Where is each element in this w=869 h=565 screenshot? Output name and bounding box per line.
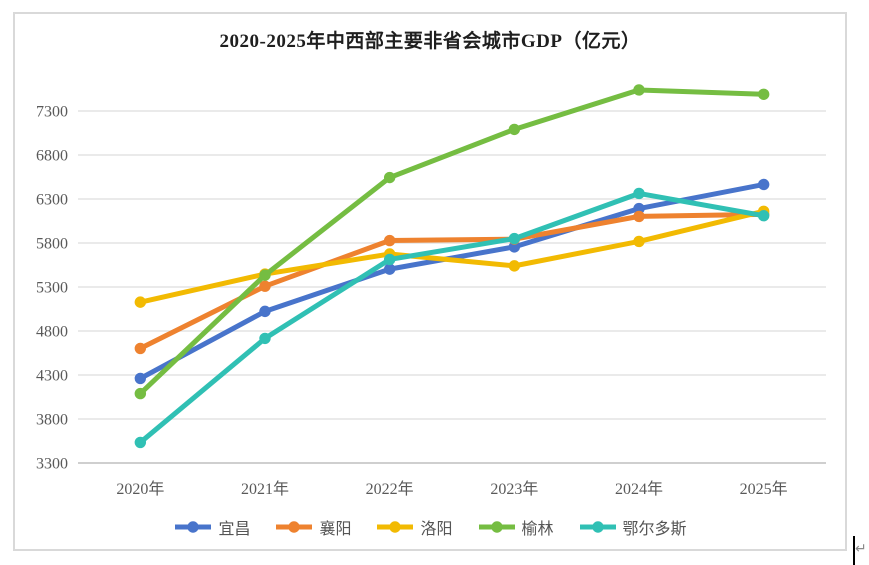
legend-item-xiangyang[interactable]: 襄阳 bbox=[274, 515, 351, 539]
series-marker-yulin[interactable] bbox=[633, 84, 645, 96]
legend-marker-eerduosi bbox=[579, 521, 616, 533]
series-marker-yichang[interactable] bbox=[383, 263, 396, 275]
y-axis-tick-label: 6800 bbox=[36, 148, 68, 165]
series-marker-yichang[interactable] bbox=[633, 202, 645, 215]
text-cursor bbox=[853, 536, 855, 565]
legend-item-luoyang[interactable]: 洛阳 bbox=[375, 515, 453, 539]
series-marker-xiangyang[interactable] bbox=[383, 234, 396, 247]
legend-label-yichang: 宜昌 bbox=[218, 521, 251, 538]
x-axis-category-label: 2023年 bbox=[490, 480, 538, 498]
series-marker-yulin[interactable] bbox=[383, 171, 396, 184]
x-axis-category-label: 2025年 bbox=[740, 480, 788, 498]
series-marker-yulin[interactable] bbox=[259, 269, 271, 281]
series-marker-eerduosi[interactable] bbox=[633, 187, 645, 200]
series-marker-yulin[interactable] bbox=[757, 88, 770, 100]
legend-marker-luoyang bbox=[377, 521, 414, 533]
series-marker-xiangyang[interactable] bbox=[259, 280, 271, 292]
legend-item-yichang[interactable]: 宜昌 bbox=[173, 515, 250, 539]
series-marker-yichang[interactable] bbox=[757, 178, 770, 191]
y-axis-tick-label: 7300 bbox=[36, 104, 68, 121]
series-marker-eerduosi[interactable] bbox=[134, 436, 147, 449]
series-marker-yichang[interactable] bbox=[134, 372, 147, 385]
series-marker-yulin[interactable] bbox=[134, 387, 147, 400]
series-marker-luoyang[interactable] bbox=[633, 235, 645, 248]
paragraph-return-mark: ↵ bbox=[855, 541, 867, 557]
series-marker-luoyang[interactable] bbox=[508, 260, 521, 272]
series-marker-xiangyang[interactable] bbox=[134, 342, 147, 355]
chart-object[interactable] bbox=[13, 12, 847, 551]
y-axis-tick-label: 4800 bbox=[36, 324, 68, 341]
series-marker-yichang[interactable] bbox=[259, 305, 271, 318]
series-line-luoyang[interactable] bbox=[137, 208, 767, 305]
x-axis-category-label: 2021年 bbox=[241, 480, 289, 498]
legend-item-eerduosi[interactable]: 鄂尔多斯 bbox=[578, 515, 687, 539]
series-marker-xiangyang[interactable] bbox=[633, 210, 645, 223]
x-axis-category-label: 2024年 bbox=[615, 480, 663, 498]
legend-marker-yichang bbox=[175, 521, 212, 533]
legend-label-eerduosi: 鄂尔多斯 bbox=[622, 521, 687, 538]
x-axis-category-label: 2022年 bbox=[366, 480, 414, 498]
y-axis-tick-label: 3300 bbox=[36, 456, 68, 473]
y-axis-tick-label: 4300 bbox=[36, 368, 68, 385]
series-marker-eerduosi[interactable] bbox=[259, 332, 271, 345]
legend-label-yulin: 榆林 bbox=[521, 521, 554, 538]
y-axis-tick-label: 3800 bbox=[36, 412, 68, 429]
legend-label-luoyang: 洛阳 bbox=[420, 521, 453, 538]
chart-title[interactable]: 2020-2025年中西部主要非省会城市GDP（亿元） bbox=[219, 31, 641, 52]
chart-legend: 宜昌 襄阳 洛阳 榆林 鄂尔多斯 bbox=[13, 515, 847, 539]
legend-marker-xiangyang bbox=[276, 521, 313, 533]
legend-label-xiangyang: 襄阳 bbox=[319, 521, 352, 538]
series-marker-eerduosi[interactable] bbox=[757, 210, 770, 222]
y-axis-tick-label: 6300 bbox=[36, 192, 68, 209]
series-marker-eerduosi[interactable] bbox=[383, 253, 396, 266]
y-axis-tick-label: 5800 bbox=[36, 236, 68, 253]
y-axis-tick-label: 5300 bbox=[36, 280, 68, 297]
series-marker-yulin[interactable] bbox=[508, 123, 521, 136]
series-line-yulin[interactable] bbox=[137, 87, 767, 397]
series-marker-eerduosi[interactable] bbox=[508, 232, 521, 245]
series-marker-luoyang[interactable] bbox=[134, 296, 147, 308]
legend-marker-yulin bbox=[478, 521, 515, 533]
x-axis-category-label: 2020年 bbox=[116, 480, 164, 498]
legend-item-yulin[interactable]: 榆林 bbox=[477, 515, 554, 539]
series-line-eerduosi[interactable] bbox=[137, 190, 767, 445]
